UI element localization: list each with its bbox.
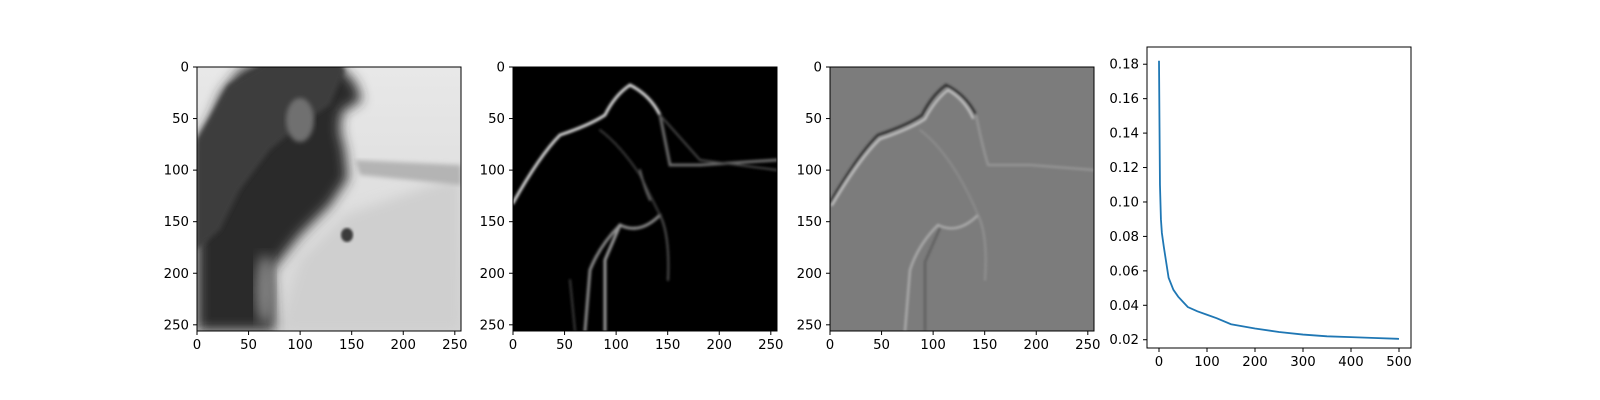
x-tick-label: 50 bbox=[556, 338, 573, 353]
image-panel-1: 0 50 100 150 200 250 0 50 100 150 200 250 bbox=[164, 61, 468, 354]
y-tick-label: 0.10 bbox=[1109, 195, 1139, 210]
x-tick-label: 0 bbox=[509, 338, 517, 353]
y-tick-label: 100 bbox=[797, 164, 822, 179]
image-panel-3-content bbox=[830, 67, 1094, 331]
y-tick-label: 100 bbox=[164, 164, 189, 179]
y-tick-label: 150 bbox=[480, 215, 505, 230]
x-tick-label: 0 bbox=[1155, 355, 1163, 370]
image-panel-2-frame bbox=[512, 66, 778, 332]
x-tick-label: 0 bbox=[826, 338, 834, 353]
y-tick-label: 200 bbox=[797, 267, 822, 282]
x-tick-label: 150 bbox=[655, 338, 680, 353]
x-tick-label: 50 bbox=[240, 338, 257, 353]
image-panel-3-frame bbox=[829, 66, 1095, 332]
line-chart-ticks: 0 100 200 300 400 500 0.02 0.04 0.06 0.08 0.10 0.12… bbox=[1109, 58, 1411, 370]
y-tick-label: 0.06 bbox=[1109, 264, 1139, 279]
line-chart: 0 100 200 300 400 500 0.02 0.04 0.06 0.08 0.10 0.12… bbox=[1109, 46, 1412, 370]
image-panel-1-frame bbox=[196, 66, 462, 332]
x-tick-label: 100 bbox=[1194, 355, 1219, 370]
x-tick-label: 200 bbox=[707, 338, 732, 353]
x-tick-label: 100 bbox=[920, 338, 945, 353]
x-tick-label: 200 bbox=[1242, 355, 1267, 370]
image-panel-2-ticks: 0 50 100 150 200 250 0 50 100 150 200 250 bbox=[480, 61, 784, 354]
y-tick-label: 0 bbox=[181, 61, 189, 76]
image-panel-2: 0 50 100 150 200 250 0 50 100 150 200 250 bbox=[480, 61, 784, 354]
y-tick-label: 100 bbox=[480, 164, 505, 179]
image-panel-1-content bbox=[197, 67, 461, 331]
y-tick-label: 0.16 bbox=[1109, 92, 1139, 107]
x-tick-label: 200 bbox=[391, 338, 416, 353]
y-tick-label: 150 bbox=[164, 215, 189, 230]
x-tick-label: 150 bbox=[972, 338, 997, 353]
y-tick-label: 250 bbox=[797, 318, 822, 333]
y-tick-label: 50 bbox=[805, 112, 822, 127]
x-tick-label: 50 bbox=[873, 338, 890, 353]
image-panel-2-content bbox=[513, 67, 777, 331]
y-tick-label: 0 bbox=[814, 61, 822, 76]
x-tick-label: 100 bbox=[287, 338, 312, 353]
line-chart-frame bbox=[1146, 46, 1412, 349]
image-panel-1-ticks: 0 50 100 150 200 250 0 50 100 150 200 250 bbox=[164, 61, 468, 354]
y-tick-label: 0.02 bbox=[1109, 333, 1139, 348]
y-tick-label: 0.12 bbox=[1109, 161, 1139, 176]
x-tick-label: 100 bbox=[603, 338, 628, 353]
image-panel-3-ticks: 0 50 100 150 200 250 0 50 100 150 200 250 bbox=[797, 61, 1101, 354]
y-tick-label: 250 bbox=[164, 318, 189, 333]
y-tick-label: 50 bbox=[488, 112, 505, 127]
x-tick-label: 250 bbox=[1075, 338, 1100, 353]
y-tick-label: 150 bbox=[797, 215, 822, 230]
y-tick-label: 200 bbox=[480, 267, 505, 282]
y-tick-label: 0.14 bbox=[1109, 127, 1139, 142]
y-tick-label: 0.04 bbox=[1109, 299, 1139, 314]
y-tick-label: 0.08 bbox=[1109, 230, 1139, 245]
x-tick-label: 400 bbox=[1338, 355, 1363, 370]
loss-series-line bbox=[1158, 60, 1400, 340]
y-tick-label: 250 bbox=[480, 318, 505, 333]
y-tick-label: 200 bbox=[164, 267, 189, 282]
y-tick-label: 0.18 bbox=[1109, 58, 1139, 73]
x-tick-label: 0 bbox=[193, 338, 201, 353]
x-tick-label: 500 bbox=[1386, 355, 1411, 370]
x-tick-label: 150 bbox=[339, 338, 364, 353]
x-tick-label: 300 bbox=[1290, 355, 1315, 370]
y-tick-label: 0 bbox=[497, 61, 505, 76]
x-tick-label: 250 bbox=[758, 338, 783, 353]
x-tick-label: 200 bbox=[1024, 338, 1049, 353]
y-tick-label: 50 bbox=[172, 112, 189, 127]
x-tick-label: 250 bbox=[442, 338, 467, 353]
image-panel-3: 0 50 100 150 200 250 0 50 100 150 200 250 bbox=[797, 61, 1101, 354]
